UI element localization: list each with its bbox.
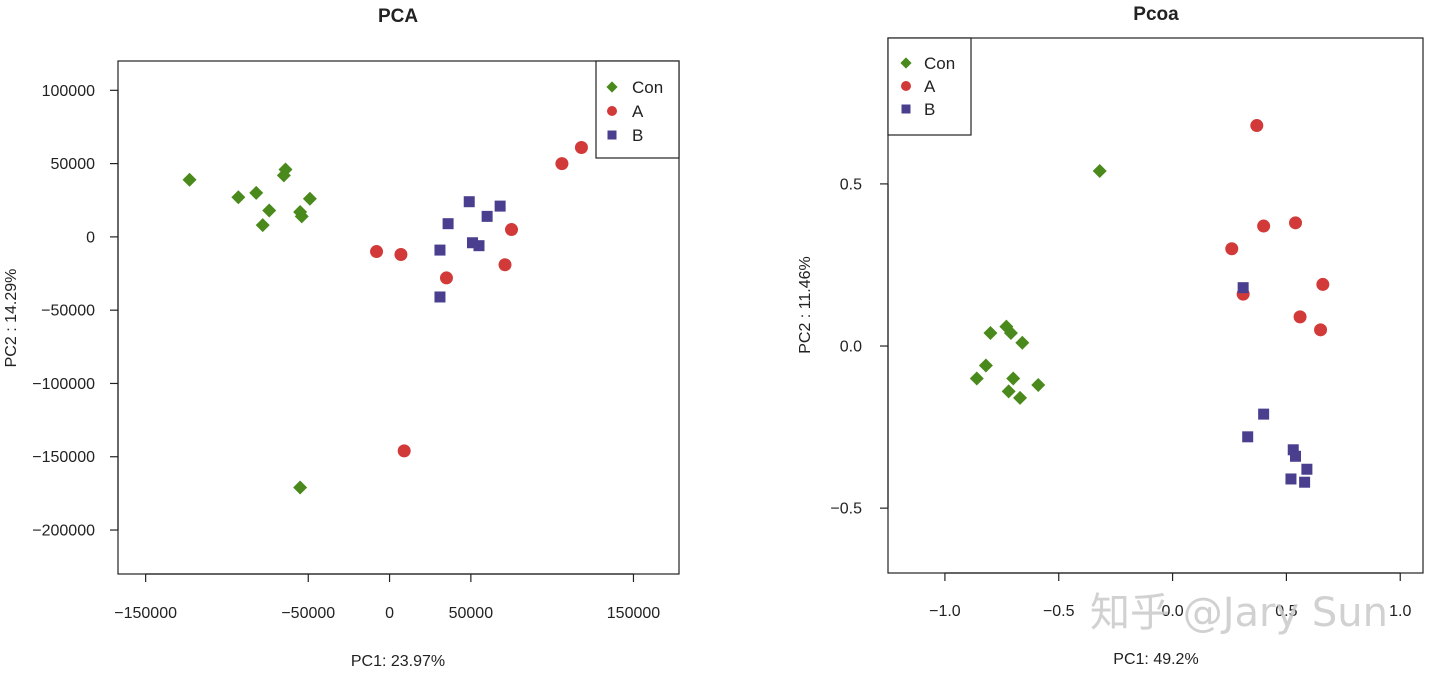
pcoa-x-tick-label: 1.0 [1389,603,1411,620]
pcoa-x-axis-label: PC1: 49.2% [1113,651,1198,668]
pca-point-b [481,210,493,222]
pcoa-point-a [1316,277,1330,291]
pca-point-b [434,291,446,303]
pcoa-point-b [1287,444,1299,456]
pcoa-point-b [1242,431,1254,443]
pca-legend-marker-con [606,81,618,93]
pcoa-point-a [1289,216,1303,230]
pcoa-point-con [1013,390,1028,405]
pca-y-tick-label: −200000 [32,523,95,540]
pcoa-point-b [1301,463,1313,475]
pca-y-tick-label: 100000 [42,83,95,100]
pca-point-a [555,157,569,171]
pcoa-point-con [1001,384,1016,399]
pcoa-point-a [1314,323,1328,337]
pca-x-tick-label: 150000 [607,605,660,622]
pca-point-b [434,244,446,256]
pca-point-a [574,140,588,154]
pca-y-tick-label: −50000 [41,303,95,320]
pca-point-con [249,185,264,200]
pca-point-a [505,223,519,237]
pcoa-legend-label-con: Con [924,54,955,73]
pcoa-point-a [1257,219,1271,233]
pcoa-point-con [1006,371,1021,386]
pca-x-tick-label: 0 [385,605,394,622]
pca-point-a [498,258,512,272]
pcoa-point-b [1290,450,1302,462]
pca-point-con [293,480,308,495]
pca-point-con [294,209,309,224]
pcoa-x-tick-label: 0.5 [1275,603,1297,620]
pcoa-point-con [1015,335,1030,350]
pca-legend: Con AB [595,60,680,159]
pcoa-point-con [983,326,998,341]
watermark: 知乎 @Jary Sun [1090,590,1388,636]
pca-point-con [182,172,197,187]
pcoa-x-tick-label: −1.0 [929,603,961,620]
pcoa-point-b [1299,476,1311,488]
pcoa-point-con [1031,377,1046,392]
pca-point-b [466,237,478,249]
pca-x-tick-label: −150000 [114,605,177,622]
pcoa-point-a [1293,310,1307,324]
pcoa-title: Pcoa [1133,4,1179,25]
pca-point-a [394,247,408,261]
pca-y-tick-label: −100000 [32,376,95,393]
pcoa-point-con [969,371,984,386]
pca-y-tick-label: 0 [86,229,95,246]
pca-legend-marker-b [607,130,617,140]
pca-y-axis-label: PC2 : 14.29% [3,269,20,368]
pca-plot: PCA −150000 −50000 0 50000 150000 100000 50000… [3,6,680,670]
pcoa-point-con [978,358,993,373]
pcoa-legend-marker-b [901,104,911,114]
pca-x-tick-label: 50000 [449,605,494,622]
pca-legend-label-b: B [632,126,643,145]
pca-point-con [278,162,293,177]
pca-point-b [494,200,506,212]
pca-point-con [255,218,270,233]
pcoa-y-tick-label: 0.0 [840,339,862,356]
pca-x-tick-label: −50000 [281,605,335,622]
pca-point-b [442,218,454,230]
pca-point-con [262,203,277,218]
pca-x-axis-label: PC1: 23.97% [351,653,445,670]
pca-y-tick-label: −150000 [32,449,95,466]
pcoa-y-tick-label: 0.5 [840,176,862,193]
pca-point-a [397,444,411,458]
pca-point-a [439,271,453,285]
pcoa-point-a [1250,119,1264,133]
pcoa-legend-label-b: B [924,100,935,119]
pca-point-con [302,191,317,206]
pcoa-point-con [1003,326,1018,341]
pcoa-legend: Con AB [887,37,972,136]
pcoa-point-b [1258,408,1270,420]
pcoa-legend-label-a: A [924,77,936,96]
pcoa-plot: Pcoa −1.0 −0.5 0.0 0.5 1.0 0.5 0.0 −0.5 Con AB P… [797,4,1424,668]
pca-point-b [473,240,485,252]
pcoa-point-con [1092,163,1107,178]
pca-point-con [231,190,246,205]
pcoa-x-tick-label: 0.0 [1161,603,1183,620]
pcoa-x-tick-label: −0.5 [1043,603,1075,620]
pca-plot-frame [117,60,680,575]
pca-point-b [463,196,475,208]
pca-legend-marker-a [607,106,617,116]
pcoa-y-axis-label: PC2 : 11.46% [797,256,814,354]
pca-y-tick-label: 50000 [51,156,96,173]
pca-legend-label-a: A [632,102,644,121]
pca-legend-label-con: Con [632,78,663,97]
pcoa-point-b [1285,473,1297,485]
pcoa-point-b [1237,282,1249,294]
pca-point-a [370,245,384,259]
pcoa-legend-marker-a [901,81,911,91]
pca-title: PCA [378,6,418,27]
pcoa-y-tick-label: −0.5 [830,501,862,518]
pcoa-point-a [1225,242,1239,256]
